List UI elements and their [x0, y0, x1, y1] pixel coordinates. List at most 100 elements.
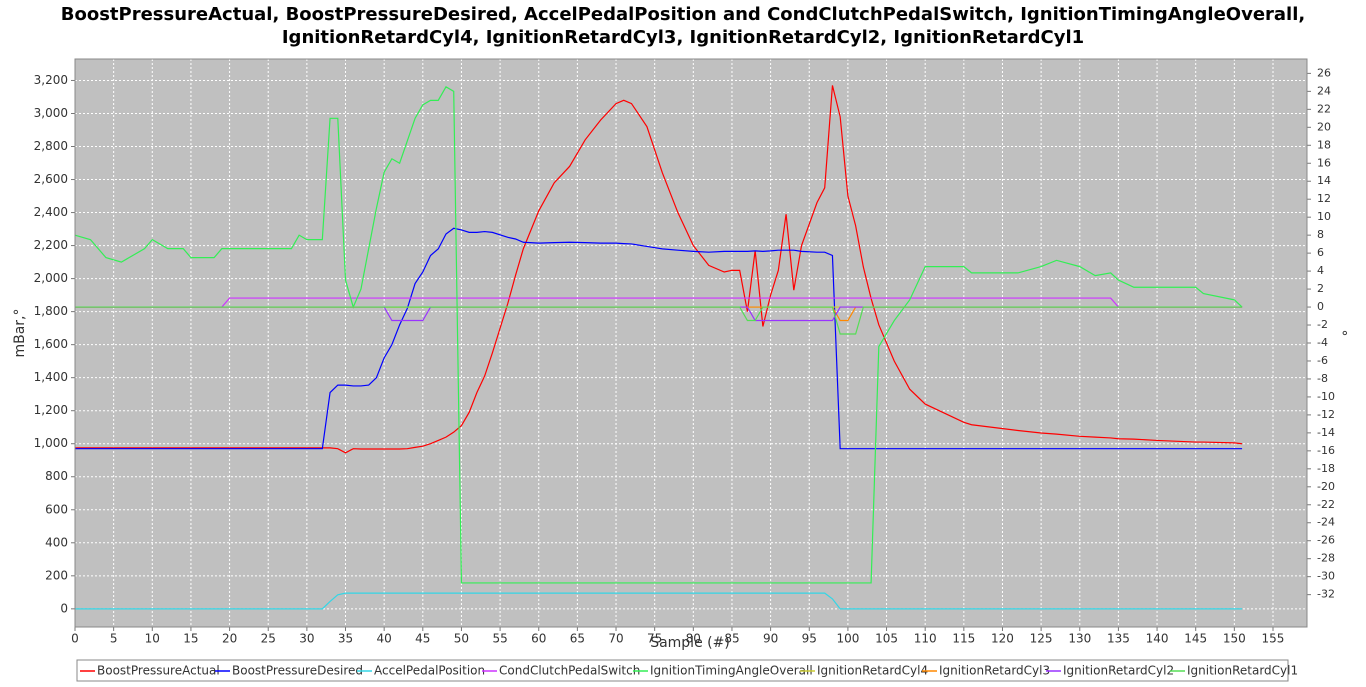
x-tick-label: 5 [110, 632, 118, 646]
x-tick-label: 105 [875, 632, 898, 646]
y-tick-label: 3,200 [34, 73, 68, 87]
y2-tick-label: -10 [1317, 390, 1335, 403]
x-tick-label: 140 [1146, 632, 1169, 646]
y2-tick-label: 12 [1317, 192, 1331, 205]
y-tick-label: 0 [60, 601, 68, 615]
y-tick-label: 2,400 [34, 205, 68, 219]
x-tick-label: 45 [415, 632, 430, 646]
x-tick-label: 60 [531, 632, 546, 646]
y-tick-label: 1,000 [34, 436, 68, 450]
x-tick-label: 15 [183, 632, 198, 646]
y2-tick-label: -16 [1317, 444, 1335, 457]
y-tick-label: 200 [45, 568, 68, 582]
y2-tick-label: -2 [1317, 318, 1328, 331]
y-tick-label: 1,400 [34, 370, 68, 384]
legend-label: IgnitionRetardCyl3 [939, 664, 1050, 678]
y2-tick-label: 26 [1317, 66, 1331, 79]
y2-tick-label: 4 [1317, 264, 1324, 277]
x-tick-label: 0 [71, 632, 79, 646]
y2-tick-label: 6 [1317, 246, 1324, 259]
legend-label: IgnitionTimingAngleOverall [650, 664, 813, 678]
lines [74, 85, 1243, 610]
chart-title: IgnitionRetardCyl4, IgnitionRetardCyl3, … [282, 27, 1084, 48]
y-axis-title: mBar,° [12, 308, 28, 357]
x-tick-label: 20 [222, 632, 237, 646]
x-tick-label: 55 [492, 632, 507, 646]
y-tick-label: 400 [45, 535, 68, 549]
y2-tick-label: -8 [1317, 372, 1328, 385]
y2-tick-label: 22 [1317, 102, 1331, 115]
y-tick-label: 2,800 [34, 139, 68, 153]
x-tick-label: 90 [763, 632, 778, 646]
y2-tick-label: -30 [1317, 570, 1335, 583]
y2-tick-label: -18 [1317, 462, 1335, 475]
x-tick-label: 30 [299, 632, 314, 646]
y2-tick-label: 24 [1317, 84, 1331, 97]
x-tick-label: 50 [454, 632, 469, 646]
x-tick-label: 130 [1068, 632, 1091, 646]
x-tick-label: 35 [338, 632, 353, 646]
legend-label: IgnitionRetardCyl4 [817, 664, 928, 678]
series-line [75, 297, 1243, 308]
legend-label: AccelPedalPosition [374, 664, 485, 678]
y2-tick-label: -32 [1317, 588, 1335, 601]
y2-tick-label: -6 [1317, 354, 1328, 367]
y2-axis-title: ° [1341, 330, 1357, 337]
y-tick-label: 2,000 [34, 271, 68, 285]
y2-tick-label: -28 [1317, 552, 1335, 565]
y-tick-label: 800 [45, 469, 68, 483]
plot-border [74, 58, 1308, 628]
x-tick-label: 65 [570, 632, 585, 646]
series-line [75, 592, 1243, 610]
legend [76, 659, 1289, 682]
x-tick-label: 110 [914, 632, 937, 646]
y2-tick-label: -24 [1317, 516, 1335, 529]
y2-tick-label: -4 [1317, 336, 1328, 349]
y2-tick-label: 10 [1317, 210, 1331, 223]
series-line [75, 306, 1243, 335]
y-tick-label: 600 [45, 502, 68, 516]
chart-title: BoostPressureActual, BoostPressureDesire… [61, 4, 1306, 25]
x-tick-label: 75 [647, 632, 662, 646]
x-tick-label: 115 [952, 632, 975, 646]
y2-tick-label: 20 [1317, 120, 1331, 133]
y2-tick-label: -20 [1317, 480, 1335, 493]
series-line [74, 86, 1243, 584]
y-tick-label: 1,200 [34, 403, 68, 417]
x-tick-label: 40 [377, 632, 392, 646]
x-tick-label: 100 [836, 632, 859, 646]
y2-tick-label: -14 [1317, 426, 1335, 439]
y2-tick-label: 0 [1317, 300, 1324, 313]
x-tick-label: 150 [1223, 632, 1246, 646]
legend-label: IgnitionRetardCyl1 [1187, 664, 1298, 678]
series-line [75, 227, 1243, 450]
y2-tick-label: -22 [1317, 498, 1335, 511]
y-tick-label: 1,800 [34, 304, 68, 318]
y2-tick-label: 18 [1317, 138, 1331, 151]
x-axis-title: Sample (#) [650, 635, 730, 651]
x-tick-label: 85 [724, 632, 739, 646]
x-tick-label: 155 [1262, 632, 1285, 646]
x-tick-label: 25 [261, 632, 276, 646]
y-tick-label: 3,000 [34, 106, 68, 120]
plot-area [75, 59, 1307, 627]
legend-label: IgnitionRetardCyl2 [1063, 664, 1174, 678]
legend-label: CondClutchPedalSwitch [499, 664, 640, 678]
x-tick-label: 125 [1030, 632, 1053, 646]
x-tick-label: 120 [991, 632, 1014, 646]
x-tick-label: 145 [1184, 632, 1207, 646]
x-tick-label: 70 [608, 632, 623, 646]
y-tick-label: 2,600 [34, 172, 68, 186]
y2-tick-label: -12 [1317, 408, 1335, 421]
y2-tick-label: 8 [1317, 228, 1324, 241]
y2-tick-label: 16 [1317, 156, 1331, 169]
x-tick-label: 80 [686, 632, 701, 646]
x-tick-label: 95 [802, 632, 817, 646]
legend-label: BoostPressureActual [97, 664, 220, 678]
legend-label: BoostPressureDesired [232, 664, 363, 678]
y-tick-label: 2,200 [34, 238, 68, 252]
x-tick-label: 135 [1107, 632, 1130, 646]
y-tick-label: 1,600 [34, 337, 68, 351]
y2-tick-label: 14 [1317, 174, 1331, 187]
